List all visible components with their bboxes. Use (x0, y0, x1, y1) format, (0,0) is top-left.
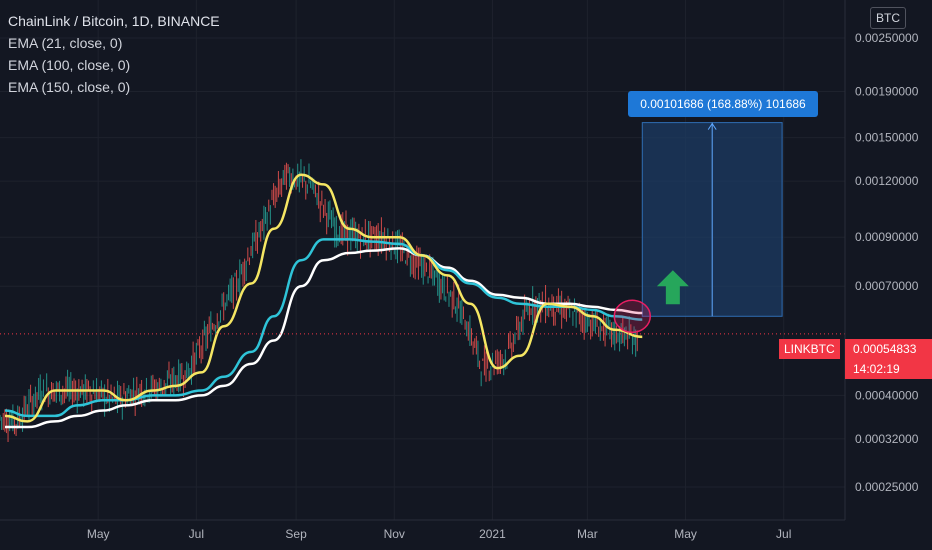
measure-label: 0.00101686 (168.88%) 101686 (628, 91, 818, 117)
price-tick-label: 0.00032000 (855, 432, 919, 446)
current-price: 0.00054833 (853, 342, 917, 356)
price-tick-label: 0.00150000 (855, 131, 919, 145)
time-tick-label: May (674, 527, 697, 541)
time-tick-label: Jul (189, 527, 204, 541)
price-tick-label: 0.00250000 (855, 31, 919, 45)
up-arrow-icon[interactable] (656, 270, 689, 305)
annotations (0, 270, 845, 335)
time-tick-label: 2021 (479, 527, 506, 541)
measure-tool (641, 122, 783, 317)
legend-title: ChainLink / Bitcoin, 1D, BINANCE (8, 13, 220, 29)
price-tick-label: 0.00025000 (855, 480, 919, 494)
candles (0, 159, 638, 442)
grid (0, 0, 845, 520)
price-axis[interactable]: 0.00250000 0.00190000 0.00150000 0.00120000… (855, 31, 919, 494)
legend-ema100[interactable]: EMA (100, close, 0) (8, 57, 131, 73)
price-tick-label: 0.00120000 (855, 174, 919, 188)
ema21-line (4, 173, 643, 423)
time-tick-label: Mar (577, 527, 598, 541)
time-tick-label: May (87, 527, 110, 541)
time-axis[interactable]: May Jul Sep Nov 2021 Mar May Jul (87, 527, 792, 541)
measure-arrowhead (707, 122, 717, 130)
legend-ema150[interactable]: EMA (150, close, 0) (8, 79, 131, 95)
symbol-tag: LINKBTC (779, 339, 840, 359)
ema100-line (4, 238, 643, 418)
price-tick-label: 0.00040000 (855, 388, 919, 402)
chart-legend: ChainLink / Bitcoin, 1D, BINANCE EMA (21… (8, 10, 220, 98)
price-tick-label: 0.00090000 (855, 230, 919, 244)
ema-lines (4, 173, 643, 429)
legend-ema21[interactable]: EMA (21, close, 0) (8, 35, 123, 51)
countdown: 14:02:19 (853, 362, 900, 376)
current-price-label: 0.00054833 14:02:19 (845, 339, 932, 379)
time-tick-label: Nov (384, 527, 405, 541)
highlight-circle[interactable] (613, 299, 652, 334)
ema150-line (4, 247, 643, 429)
time-tick-label: Sep (285, 527, 307, 541)
price-tick-label: 0.00190000 (855, 85, 919, 99)
time-tick-label: Jul (776, 527, 791, 541)
price-tick-label: 0.00070000 (855, 279, 919, 293)
currency-button[interactable]: BTC (870, 7, 906, 29)
